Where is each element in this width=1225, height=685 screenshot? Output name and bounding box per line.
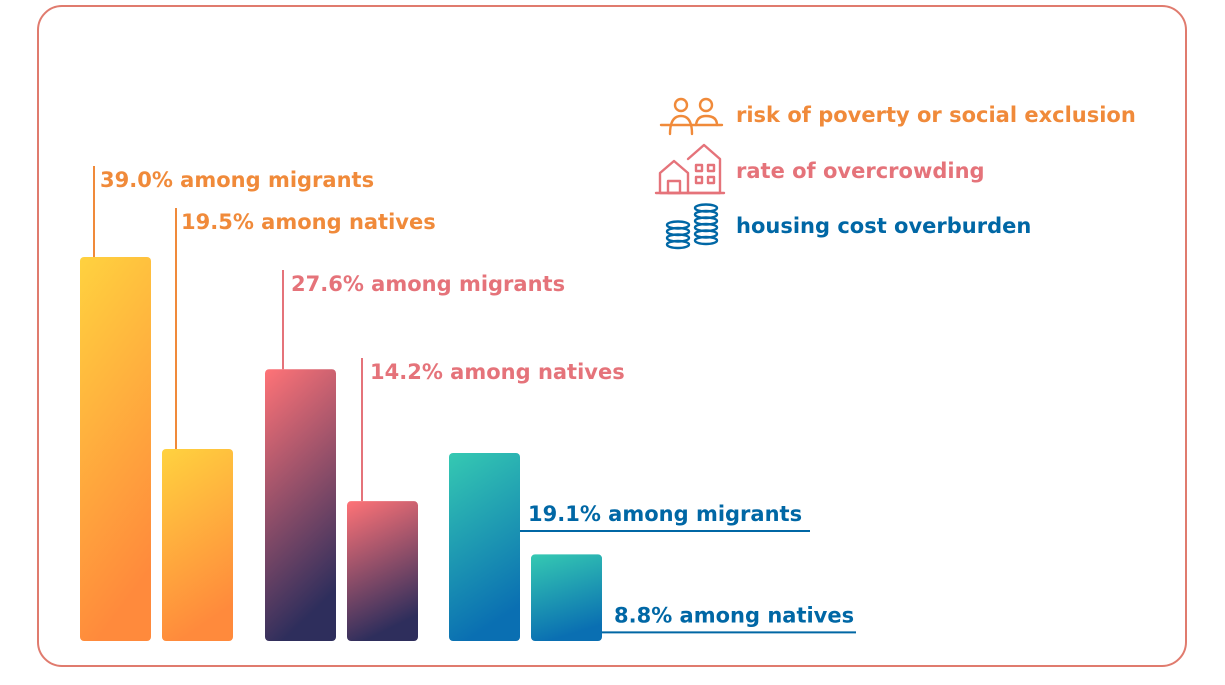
bar-overcrowding-migrants: [265, 369, 336, 641]
legend-item-poverty: risk of poverty or social exclusion: [661, 99, 1136, 134]
bar-poverty-natives: [162, 449, 233, 641]
data-label-housing-migrants: 19.1% among migrants: [528, 502, 802, 526]
legend-label-housing: housing cost overburden: [736, 214, 1031, 238]
legend-item-overcrowding: rate of overcrowding: [656, 145, 985, 193]
house-icon: [656, 145, 724, 193]
legend-label-overcrowding: rate of overcrowding: [736, 159, 985, 183]
coins-icon: [667, 205, 717, 249]
data-label-poverty-natives: 19.5% among natives: [181, 210, 436, 234]
bar-housing-migrants: [449, 453, 520, 641]
data-label-housing-natives: 8.8% among natives: [614, 603, 854, 627]
bar-poverty-migrants: [80, 257, 151, 641]
data-label-poverty-migrants: 39.0% among migrants: [100, 168, 374, 192]
legend-label-poverty: risk of poverty or social exclusion: [736, 103, 1136, 127]
legend: risk of poverty or social exclusion rate …: [656, 99, 1136, 248]
data-label-overcrowding-natives: 14.2% among natives: [370, 360, 625, 384]
people-icon: [661, 99, 722, 134]
legend-item-housing: housing cost overburden: [667, 205, 1031, 249]
bar-housing-natives: [531, 554, 602, 641]
data-label-overcrowding-migrants: 27.6% among migrants: [291, 272, 565, 296]
bar-overcrowding-natives: [347, 501, 418, 641]
